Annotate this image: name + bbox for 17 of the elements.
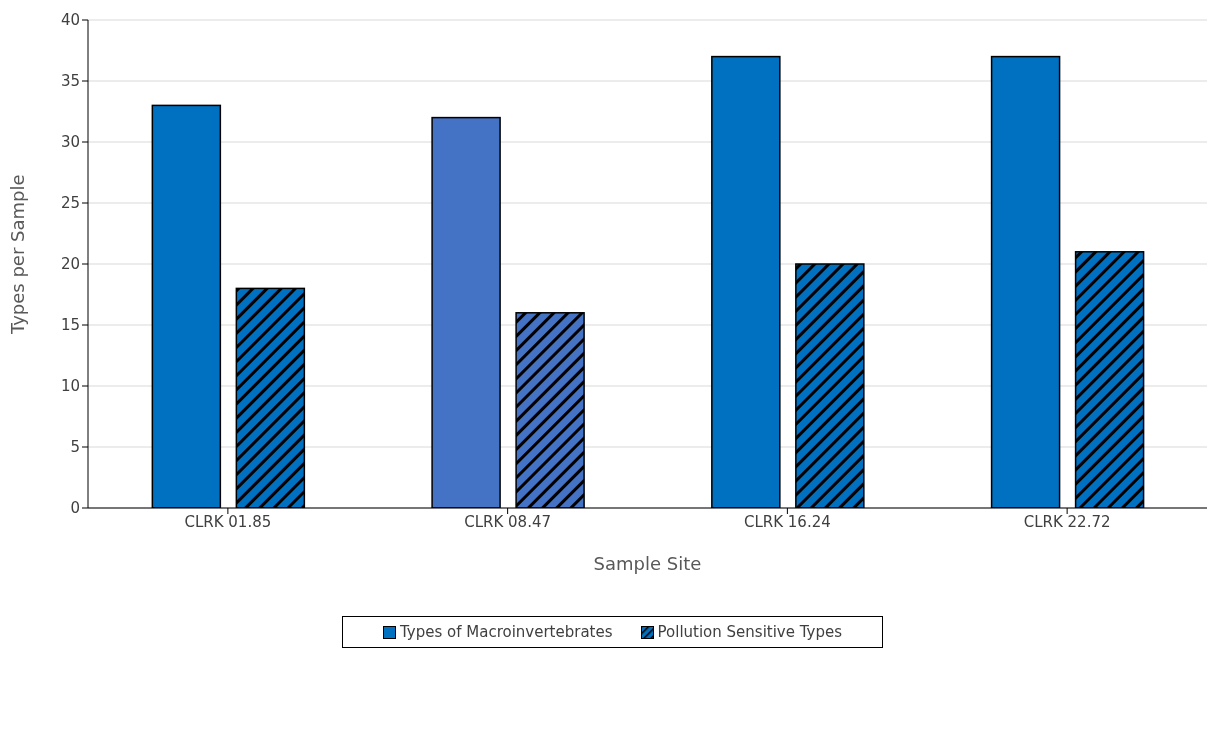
x-tick-label: CLRK 08.47 bbox=[464, 512, 552, 531]
x-tick-label: CLRK 16.24 bbox=[743, 512, 831, 531]
y-tick-label: 0 bbox=[70, 499, 80, 518]
y-tick-label: 15 bbox=[60, 316, 80, 335]
y-tick-label: 5 bbox=[70, 438, 80, 457]
legend-label: Pollution Sensitive Types bbox=[657, 623, 842, 641]
y-tick-label: 20 bbox=[60, 255, 80, 274]
y-tick-label: 35 bbox=[60, 72, 80, 91]
x-tick-label: CLRK 01.85 bbox=[184, 512, 272, 531]
x-tick-label: CLRK 22.72 bbox=[1023, 512, 1111, 531]
y-tick-label: 25 bbox=[60, 194, 80, 213]
x-axis-title: Sample Site bbox=[593, 553, 702, 574]
y-tick-label: 30 bbox=[60, 133, 80, 152]
legend-label: Types of Macroinvertebrates bbox=[400, 623, 613, 641]
y-tick-label: 10 bbox=[60, 377, 80, 396]
y-axis-title: Types per Sample bbox=[7, 174, 29, 335]
y-tick-label: 40 bbox=[60, 11, 80, 30]
